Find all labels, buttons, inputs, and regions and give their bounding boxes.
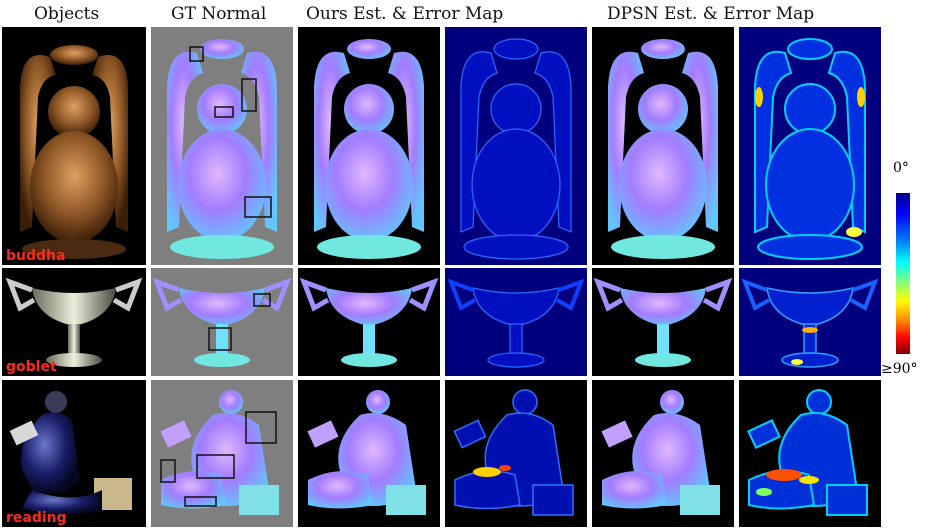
buddha-gt-art bbox=[167, 39, 277, 259]
dpsn-error-goblet bbox=[739, 268, 881, 376]
buddha-dpsn-error-art bbox=[754, 38, 866, 260]
gt-normal-goblet bbox=[151, 268, 293, 376]
reading-gt-art bbox=[160, 390, 279, 515]
photo-goblet: goblet bbox=[2, 268, 146, 376]
colorbar-min-label: 0° bbox=[893, 160, 909, 176]
photo-buddha: buddha bbox=[2, 27, 146, 265]
goblet-ours-art bbox=[299, 277, 439, 367]
row-label-reading: reading bbox=[6, 510, 67, 526]
dpsn-est-buddha bbox=[592, 27, 734, 265]
goblet-dpsn-art bbox=[593, 277, 733, 367]
goblet-gt-art bbox=[152, 277, 292, 367]
dpsn-est-reading bbox=[592, 380, 734, 527]
goblet-ours-error-art bbox=[447, 278, 585, 368]
ours-est-buddha bbox=[298, 27, 440, 265]
buddha-ours-error-art bbox=[460, 38, 572, 260]
buddha-ours-art bbox=[314, 39, 424, 259]
goblet-photo-art bbox=[5, 277, 143, 367]
colorbar-max-label: ≥90° bbox=[881, 361, 918, 377]
reading-dpsn-error-art bbox=[747, 389, 868, 516]
goblet-dpsn-error-art bbox=[741, 278, 879, 368]
header-dpsn: DPSN Est. & Error Map bbox=[607, 4, 815, 24]
ours-est-goblet bbox=[298, 268, 440, 376]
reading-dpsn-art bbox=[601, 390, 720, 515]
header-ours: Ours Est. & Error Map bbox=[306, 4, 504, 24]
ours-error-buddha bbox=[445, 27, 587, 265]
reading-ours-art bbox=[307, 390, 426, 515]
error-colorbar bbox=[896, 193, 910, 354]
buddha-photo-art bbox=[20, 45, 128, 259]
ours-error-reading bbox=[445, 380, 587, 527]
header-objects: Objects bbox=[34, 4, 100, 24]
photo-reading: reading bbox=[2, 380, 146, 527]
reading-ours-error-art bbox=[453, 389, 574, 516]
dpsn-est-goblet bbox=[592, 268, 734, 376]
dpsn-error-buddha bbox=[739, 27, 881, 265]
buddha-dpsn-art bbox=[608, 39, 718, 259]
ours-error-goblet bbox=[445, 268, 587, 376]
row-label-buddha: buddha bbox=[6, 248, 66, 264]
gt-normal-buddha bbox=[151, 27, 293, 265]
row-label-goblet: goblet bbox=[6, 359, 57, 375]
reading-photo-art bbox=[9, 391, 132, 515]
ours-est-reading bbox=[298, 380, 440, 527]
dpsn-error-reading bbox=[739, 380, 881, 527]
gt-normal-reading bbox=[151, 380, 293, 527]
header-gt-normal: GT Normal bbox=[171, 4, 267, 24]
